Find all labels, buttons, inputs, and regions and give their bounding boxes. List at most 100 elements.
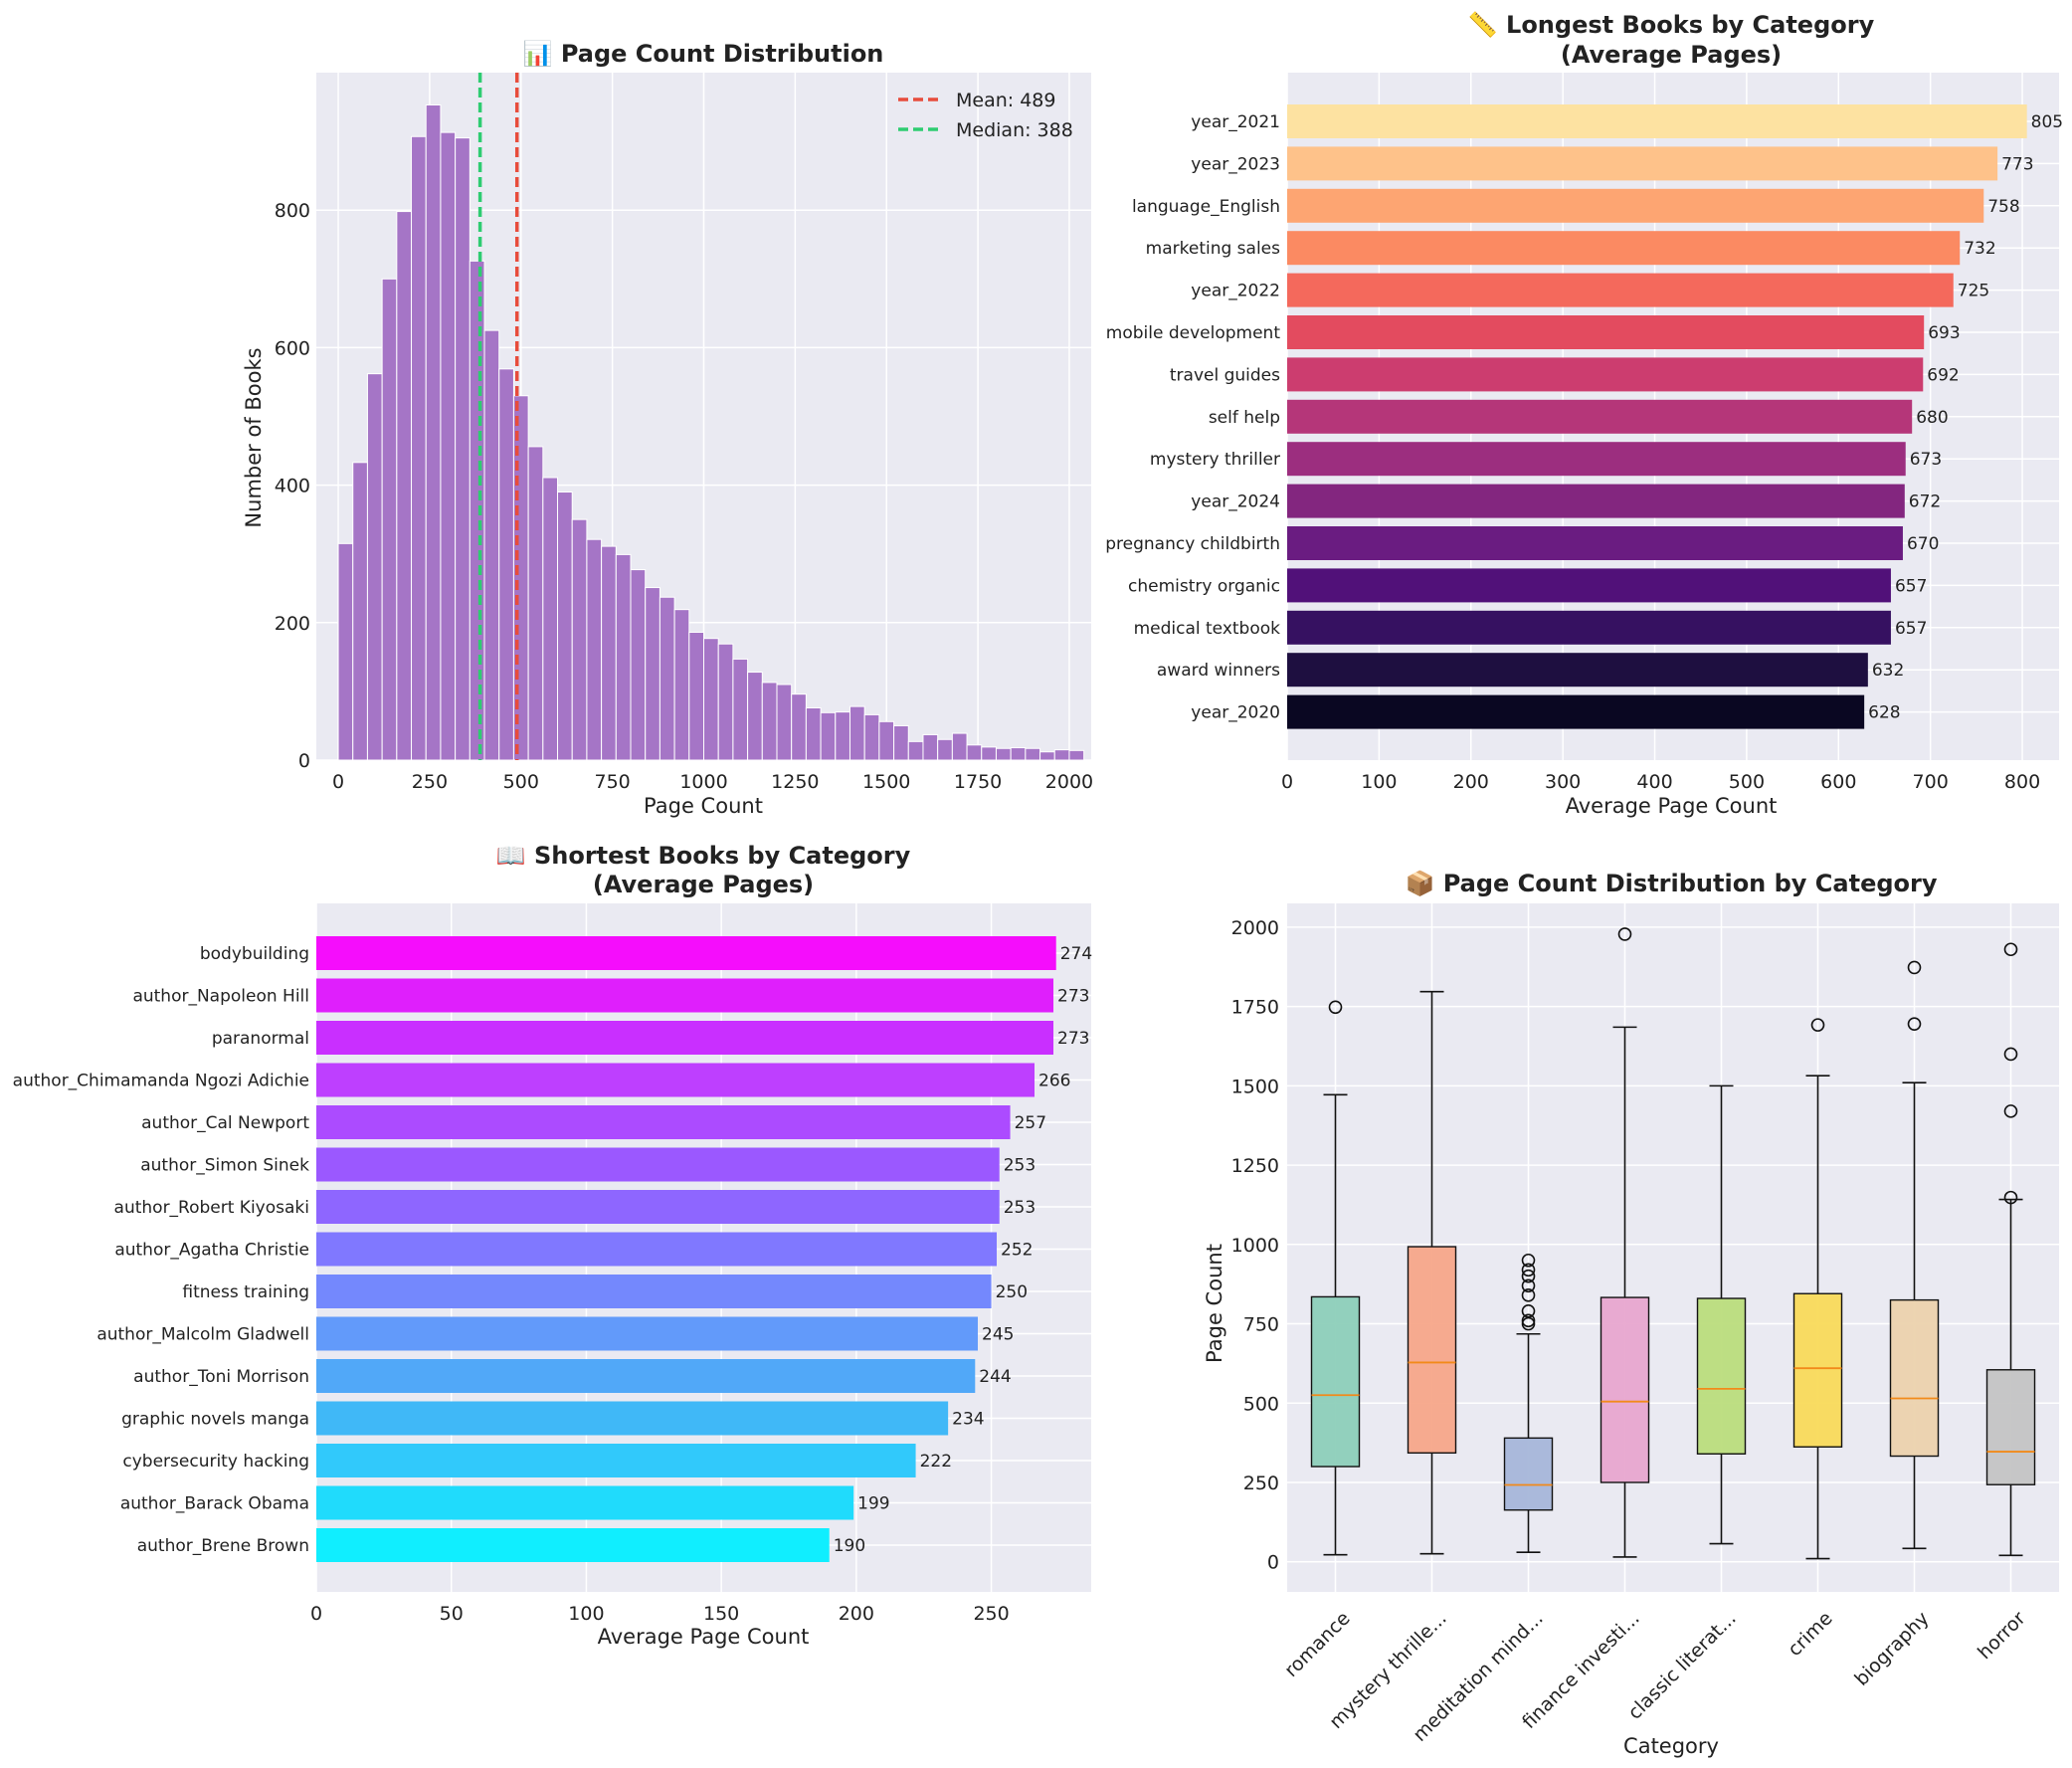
shortest-value-label: 234 bbox=[952, 1410, 984, 1430]
shortest-subtitle: (Average Pages) bbox=[593, 871, 814, 898]
boxplot-y-tick-label: 1000 bbox=[1231, 1235, 1279, 1257]
histogram-bar bbox=[396, 211, 413, 761]
longest-value-label: 773 bbox=[2001, 154, 2033, 174]
shortest-value-label: 245 bbox=[982, 1325, 1014, 1345]
shortest-books-panel: 0 50 100 150 200 250 bodybuilding 274 author_Nap… bbox=[13, 842, 1093, 1649]
legend-mean-label: Mean: 489 bbox=[956, 90, 1055, 111]
shortest-category-label: author_Barack Obama bbox=[120, 1494, 309, 1514]
shortest-bar bbox=[316, 1147, 1000, 1182]
longest-category-label: award winners bbox=[1157, 661, 1280, 681]
longest-value-label: 628 bbox=[1868, 703, 1900, 723]
shortest-category-label: fitness training bbox=[182, 1282, 309, 1302]
longest-bar bbox=[1287, 484, 1905, 518]
shortest-value-label: 244 bbox=[979, 1367, 1011, 1387]
longest-category-label: self help bbox=[1209, 408, 1280, 428]
shortest-x-tick-label: 200 bbox=[839, 1603, 874, 1625]
shortest-bar bbox=[316, 1444, 916, 1477]
longest-category-label: year_2022 bbox=[1191, 282, 1280, 301]
histogram-bar bbox=[951, 732, 968, 761]
longest-x-tick-label: 400 bbox=[1636, 771, 1672, 793]
histogram-bar bbox=[469, 260, 485, 761]
boxplot-box bbox=[1407, 1246, 1457, 1455]
histogram-x-tick-label: 500 bbox=[503, 771, 539, 793]
histogram-bar bbox=[893, 724, 909, 761]
boxplot-y-tick-label: 1750 bbox=[1231, 997, 1279, 1019]
boxplot-y-tick-label: 500 bbox=[1243, 1393, 1279, 1415]
boxplot-y-tick-label: 250 bbox=[1243, 1473, 1279, 1494]
longest-value-label: 673 bbox=[1910, 450, 1942, 470]
shortest-bar bbox=[316, 1485, 854, 1520]
shortest-category-label: author_Robert Kiyosaki bbox=[114, 1198, 309, 1218]
longest-category-label: travel guides bbox=[1170, 365, 1280, 385]
boxplot-outlier bbox=[1521, 1253, 1536, 1268]
histogram-y-axis-title: Number of Books bbox=[242, 347, 266, 527]
histogram-bar bbox=[717, 643, 734, 761]
histogram-bar bbox=[337, 542, 354, 761]
histogram-bar bbox=[411, 135, 427, 761]
boxplot-y-tick-label: 1500 bbox=[1231, 1076, 1279, 1097]
histogram-plot-area: 0 250 500 750 1000 1250 1500 1750 2000 0 200 400 600… bbox=[275, 73, 1093, 793]
longest-value-label: 680 bbox=[1916, 408, 1948, 428]
histogram-title: 📊 Page Count Distribution bbox=[523, 40, 884, 68]
histogram-bar bbox=[835, 711, 850, 761]
histogram-bar bbox=[483, 329, 500, 761]
shortest-bar bbox=[316, 1275, 992, 1308]
longest-category-label: language_English bbox=[1132, 197, 1280, 217]
histogram-panel: 0 250 500 750 1000 1250 1500 1750 2000 0 200 400 600… bbox=[242, 40, 1093, 818]
boxplot-outlier bbox=[1521, 1269, 1536, 1283]
shortest-bar bbox=[316, 1232, 997, 1267]
histogram-bar bbox=[981, 746, 997, 761]
histogram-bar bbox=[1039, 751, 1055, 761]
shortest-value-label: 250 bbox=[996, 1282, 1028, 1302]
histogram-bar bbox=[1053, 749, 1070, 761]
boxplot-panel: 025050075010001250150017502000romancemys… bbox=[1203, 870, 2059, 1758]
shortest-category-label: author_Toni Morrison bbox=[133, 1367, 309, 1387]
longest-bar bbox=[1287, 315, 1925, 349]
boxplot-outlier bbox=[1907, 1017, 1922, 1031]
boxplot-box bbox=[1696, 1297, 1747, 1455]
shortest-category-label: graphic novels manga bbox=[121, 1410, 309, 1430]
histogram-bar bbox=[352, 462, 368, 761]
histogram-bar bbox=[1010, 747, 1027, 761]
histogram-bar bbox=[966, 744, 983, 761]
longest-value-label: 692 bbox=[1927, 365, 1959, 385]
shortest-value-label: 190 bbox=[834, 1536, 865, 1556]
shortest-category-label: paranormal bbox=[212, 1029, 309, 1049]
longest-bar bbox=[1287, 526, 1903, 560]
shortest-value-label: 257 bbox=[1015, 1113, 1046, 1133]
longest-x-tick-label: 0 bbox=[1281, 771, 1293, 793]
longest-bar bbox=[1287, 273, 1954, 307]
shortest-category-label: author_Simon Sinek bbox=[140, 1156, 309, 1176]
histogram-x-tick-label: 0 bbox=[332, 771, 344, 793]
histogram-bar bbox=[498, 368, 514, 761]
shortest-x-tick-label: 0 bbox=[310, 1603, 322, 1625]
boxplot-box bbox=[1310, 1295, 1361, 1468]
histogram-y-tick-label: 600 bbox=[275, 337, 310, 359]
boxplot-box bbox=[1889, 1298, 1940, 1458]
histogram-x-tick-label: 2000 bbox=[1045, 771, 1093, 793]
longest-value-label: 657 bbox=[1895, 619, 1927, 639]
histogram-y-tick-label: 200 bbox=[275, 613, 310, 635]
longest-subtitle: (Average Pages) bbox=[1561, 41, 1782, 69]
shortest-x-axis-title: Average Page Count bbox=[598, 1625, 810, 1649]
histogram-bar bbox=[542, 477, 559, 761]
longest-x-tick-label: 200 bbox=[1453, 771, 1489, 793]
shortest-bar bbox=[316, 1401, 949, 1436]
boxplot-outlier bbox=[2003, 1047, 2018, 1062]
boxplot-outlier bbox=[1907, 960, 1922, 975]
longest-value-label: 732 bbox=[1964, 239, 1995, 259]
longest-value-label: 725 bbox=[1958, 282, 1989, 301]
shortest-value-label: 199 bbox=[857, 1494, 889, 1514]
longest-category-label: medical textbook bbox=[1134, 619, 1281, 639]
longest-category-label: year_2024 bbox=[1191, 492, 1280, 512]
longest-x-tick-label: 700 bbox=[1913, 771, 1949, 793]
histogram-bar bbox=[366, 373, 383, 761]
longest-value-label: 632 bbox=[1872, 661, 1904, 681]
histogram-bar bbox=[805, 706, 822, 761]
longest-x-tick-label: 100 bbox=[1361, 771, 1397, 793]
longest-bar bbox=[1287, 399, 1913, 434]
histogram-bar bbox=[732, 658, 749, 761]
histogram-bar bbox=[791, 693, 807, 761]
boxplot-title: 📦 Page Count Distribution by Category bbox=[1405, 870, 1937, 897]
histogram-bar bbox=[601, 545, 617, 761]
